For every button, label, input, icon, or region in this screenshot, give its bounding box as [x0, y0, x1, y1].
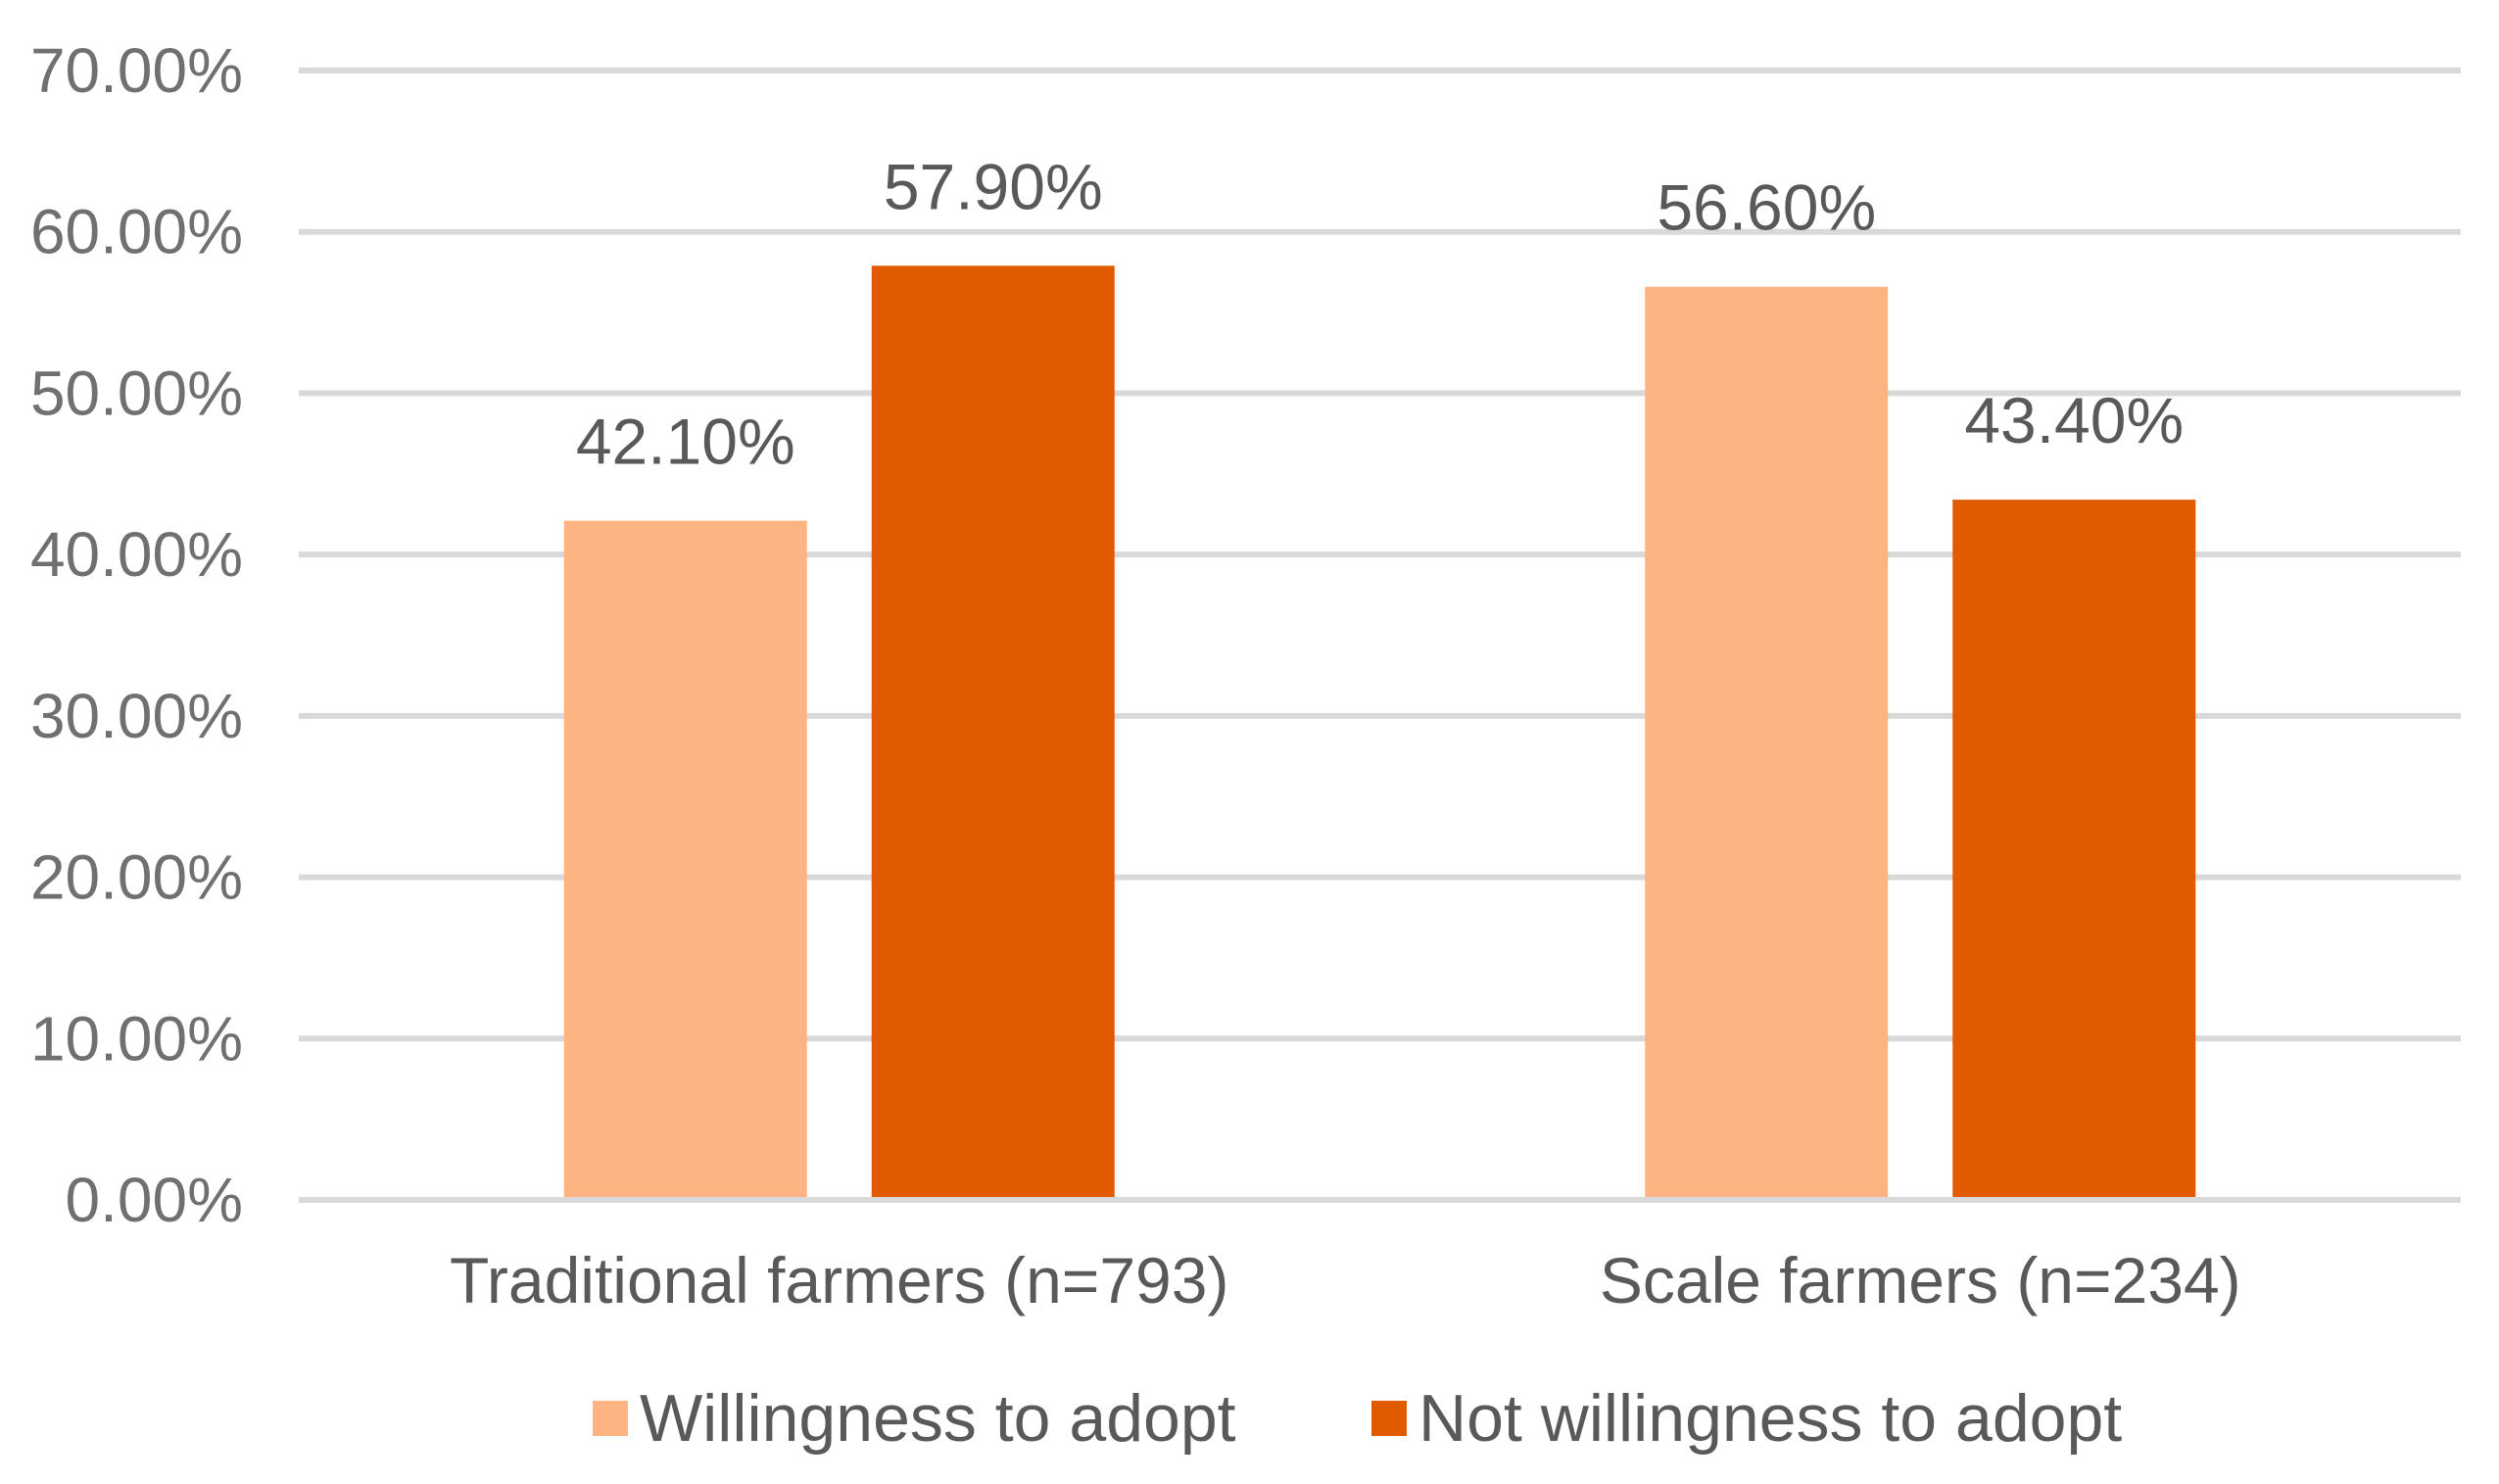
legend-swatch [1371, 1401, 1407, 1436]
y-axis-tick-labels: 0.00% 10.00% 20.00% 30.00% 40.00% 50.00% 60.00… [30, 35, 243, 1235]
bar [1645, 286, 1889, 1197]
y-tick-label: 0.00% [66, 1165, 243, 1235]
x-category-label: Scale farmers (n=234) [1600, 1244, 2241, 1316]
legend-label: Willingness to adopt [640, 1381, 1236, 1456]
legend: Willingness to adopt Not willingness to a… [593, 1381, 2122, 1456]
bar [563, 520, 807, 1197]
data-label: 57.90% [884, 150, 1103, 222]
bar [1952, 500, 2196, 1197]
y-tick-label: 30.00% [30, 681, 243, 751]
data-label: 42.10% [576, 406, 795, 478]
bars [563, 265, 2196, 1197]
y-tick-label: 70.00% [30, 35, 243, 106]
legend-swatch [593, 1401, 628, 1436]
data-label: 43.40% [1964, 384, 2184, 456]
y-tick-label: 10.00% [30, 1003, 243, 1074]
y-tick-label: 20.00% [30, 842, 243, 913]
bar [871, 265, 1115, 1197]
x-category-label: Traditional farmers (n=793) [450, 1244, 1228, 1316]
y-tick-label: 40.00% [30, 519, 243, 590]
category-labels: Traditional farmers (n=793) Scale farmers… [450, 1244, 2241, 1316]
y-tick-label: 50.00% [30, 358, 243, 428]
y-tick-label: 60.00% [30, 197, 243, 267]
data-labels: 42.10% 57.90% 56.60% 43.40% [576, 150, 2184, 477]
data-label: 56.60% [1657, 171, 1876, 244]
legend-label: Not willingness to adopt [1418, 1381, 2122, 1456]
